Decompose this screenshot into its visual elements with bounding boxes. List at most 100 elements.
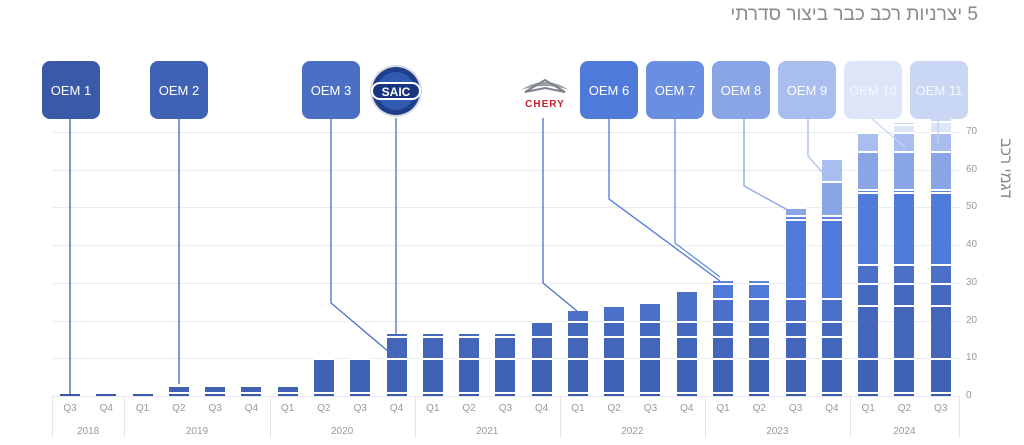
bar-segment (567, 358, 588, 393)
bar-segment (350, 358, 371, 393)
bar-segment (676, 320, 697, 336)
x-quarter-label: Q1 (716, 403, 730, 414)
bar-segment (713, 297, 734, 321)
bar-segment (785, 218, 806, 298)
x-quarter-label: Q4 (244, 403, 259, 414)
saic-logo-text: SAIC (382, 85, 411, 99)
x-year-label: 2024 (893, 426, 916, 437)
x-quarter-label: Q2 (752, 403, 766, 414)
bar-segment (894, 305, 915, 359)
bar-segment (858, 188, 879, 193)
bar-segment (640, 335, 661, 359)
bar-segment (205, 392, 226, 396)
bar-segment (894, 358, 915, 393)
bar-segment (386, 335, 407, 359)
bar-segment (930, 192, 951, 264)
x-quarter-label: Q3 (643, 403, 658, 414)
bar-segment (459, 335, 480, 359)
x-quarter-label: Q3 (934, 403, 948, 414)
bar-segment (531, 392, 552, 396)
x-quarter-label: Q1 (426, 403, 440, 414)
year-separator (958, 396, 960, 438)
bar-segment (821, 320, 842, 336)
bar-segment (785, 207, 806, 215)
x-year-label: 2021 (476, 426, 499, 437)
bar-segment (386, 358, 407, 393)
x-year-label: 2020 (330, 426, 354, 437)
bar-segment (894, 124, 915, 132)
bar-segment (168, 384, 189, 393)
bar-segment (821, 181, 842, 215)
x-year-label: 2018 (77, 426, 100, 437)
bar-segment (676, 290, 697, 321)
chart-title: 5 יצרניות רכב כבר ביצור סדרתי (730, 4, 978, 25)
bar-segment (894, 192, 915, 264)
year-separator (51, 396, 53, 438)
bar-segment (422, 392, 443, 396)
bar-segment (821, 297, 842, 321)
bar-segment (168, 392, 189, 396)
bar-segment (241, 384, 262, 393)
oem-box-oem-10: OEM 10 (844, 61, 902, 119)
year-separator (559, 396, 561, 438)
oem-box-oem-3: OEM 3 (302, 61, 360, 119)
year-separator (414, 396, 416, 438)
connector-line (608, 119, 721, 282)
x-quarter-label: Q3 (208, 403, 222, 414)
bar-segment (930, 120, 951, 132)
oem-box-oem-8: OEM 8 (712, 61, 770, 119)
bar-segment (713, 358, 734, 393)
y-axis-label: דגמי רכב (997, 137, 1014, 198)
x-quarter-label: Q4 (389, 403, 404, 414)
year-separator (704, 396, 706, 438)
x-quarter-label: Q4 (825, 403, 839, 414)
year-separator (269, 396, 271, 438)
year-separator (124, 396, 126, 438)
bar-segment (604, 358, 625, 393)
bar-segment (821, 158, 842, 182)
bar-segment (713, 279, 734, 283)
bar-segment (713, 320, 734, 336)
bar-segment (495, 358, 516, 393)
y-tick-label: 70 (966, 126, 978, 137)
bar-segment (459, 358, 480, 393)
bar-segment (894, 132, 915, 151)
bar-segment (495, 392, 516, 396)
bar-segment (785, 335, 806, 359)
gridline (52, 207, 960, 209)
bar-segment (858, 132, 879, 151)
bar-segment (96, 392, 117, 396)
x-quarter-label: Q2 (172, 403, 186, 414)
x-quarter-label: Q3 (353, 403, 367, 414)
bar-segment (930, 282, 951, 306)
bar-segment (785, 214, 806, 219)
x-quarter-label: Q1 (571, 403, 585, 414)
x-quarter-label: Q1 (281, 403, 295, 414)
bar-segment (821, 335, 842, 359)
y-tick-label: 30 (966, 276, 978, 288)
connector-line (674, 119, 721, 278)
connector-line (743, 119, 796, 215)
x-quarter-label: Q4 (99, 403, 113, 414)
bar-segment (531, 335, 552, 359)
x-year-label: 2023 (766, 426, 789, 437)
bar-segment (604, 305, 625, 321)
bar-segment (422, 331, 443, 336)
bar-segment (422, 358, 443, 393)
x-quarter-label: Q3 (498, 403, 513, 414)
x-year-label: 2022 (621, 426, 644, 437)
bar-segment (749, 279, 770, 283)
bar-segment (604, 392, 625, 396)
bar-segment (930, 392, 951, 396)
bar-segment (567, 309, 588, 321)
bar-segment (205, 384, 226, 393)
connector-line (542, 118, 578, 312)
x-quarter-label: Q2 (607, 403, 621, 414)
saic-logo-icon: SAIC (370, 65, 422, 117)
x-quarter-label: Q4 (534, 403, 549, 414)
bar-segment (749, 282, 770, 298)
bar-segment (894, 120, 915, 125)
bar-segment (894, 188, 915, 193)
x-quarter-label: Q2 (462, 403, 476, 414)
connector-line (330, 119, 397, 359)
